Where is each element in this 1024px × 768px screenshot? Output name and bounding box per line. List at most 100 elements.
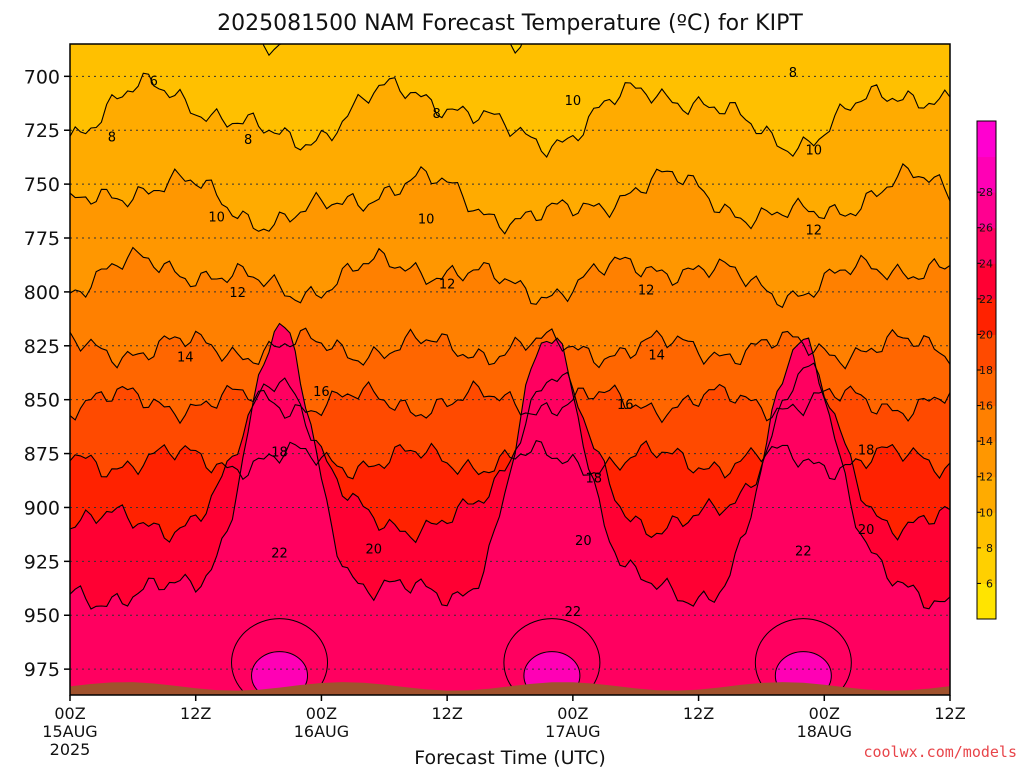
y-tick-label-750: 750 xyxy=(24,174,60,196)
x-tick-label-1: 12Z xyxy=(180,704,211,723)
colorbar-segment-7 xyxy=(977,334,996,371)
contour-label-4: 8 xyxy=(789,66,797,81)
x-tick-date-0: 15AUG xyxy=(42,722,97,741)
contour-label-5: 10 xyxy=(208,210,225,225)
x-tick-date-4: 17AUG xyxy=(545,722,600,741)
isotherm-labels: 6 8 8 8 8 10 10 10 10 12 12 12 12 14 14 16 16 18 18 18 20 20 2… xyxy=(108,66,875,620)
pressure-gridlines xyxy=(70,75,950,670)
contour-label-6: 10 xyxy=(418,213,435,228)
contour-label-21: 20 xyxy=(575,534,592,549)
x-tick-label-2: 00Z xyxy=(306,704,337,723)
colorbar-segment-4 xyxy=(977,441,996,478)
colorbar-label-24: 24 xyxy=(979,257,993,270)
temperature-band-8 xyxy=(70,323,950,609)
colorbar-segment-5 xyxy=(977,405,996,442)
contour-label-23: 22 xyxy=(271,547,288,562)
temperature-band-6 xyxy=(70,381,950,480)
y-tick-label-900: 900 xyxy=(24,497,60,519)
contour-label-11: 12 xyxy=(638,284,655,299)
colorbar-label-16: 16 xyxy=(979,400,993,413)
contour-label-10: 12 xyxy=(439,277,456,292)
contour-label-14: 14 xyxy=(648,348,665,363)
contour-label-24: 22 xyxy=(565,605,582,620)
colorbar-label-8: 8 xyxy=(986,542,993,555)
x-tick-label-5: 12Z xyxy=(683,704,714,723)
y-tick-label-850: 850 xyxy=(24,390,60,412)
colorbar-segment-1 xyxy=(977,547,996,584)
x-tick-label-3: 12Z xyxy=(431,704,462,723)
colorbar-segment-12 xyxy=(977,156,996,193)
contour-label-0: 6 xyxy=(150,75,158,90)
contour-label-7: 10 xyxy=(565,94,582,109)
contour-label-25: 22 xyxy=(795,545,812,560)
y-tick-label-875: 875 xyxy=(24,444,60,466)
contour-label-18: 18 xyxy=(586,471,603,486)
isotherm-20 xyxy=(70,362,950,544)
colorbar-segment-2 xyxy=(977,512,996,549)
temperature-band-3 xyxy=(70,163,950,308)
x-tick-label-6: 00Z xyxy=(809,704,840,723)
x-tick-label-7: 12Z xyxy=(934,704,965,723)
colorbar-label-10: 10 xyxy=(979,506,993,519)
y-tick-label-950: 950 xyxy=(24,605,60,627)
chart-title: 2025081500 NAM Forecast Temperature (ºC)… xyxy=(217,11,803,36)
colorbar-label-20: 20 xyxy=(979,328,993,341)
x-tick-date-2: 16AUG xyxy=(294,722,349,741)
contour-label-9: 12 xyxy=(229,286,246,301)
isotherm-contours xyxy=(70,44,950,610)
contour-label-22: 20 xyxy=(858,523,875,538)
contour-label-3: 8 xyxy=(433,107,441,122)
x-tick-label-0: 00Z xyxy=(54,704,85,723)
contour-label-16: 16 xyxy=(617,398,634,413)
isotherm-10 xyxy=(70,162,950,235)
colorbar-segment-10 xyxy=(977,227,996,264)
y-tick-label-800: 800 xyxy=(24,282,60,304)
y-axis: 700 725 750 775 800 825 850 875 900 925 950 975 xyxy=(24,66,70,681)
colorbar-segment-11 xyxy=(977,192,996,229)
x-tick-date-6: 18AUG xyxy=(797,722,852,741)
colorbar-label-12: 12 xyxy=(979,471,993,484)
plot-frame xyxy=(69,43,951,696)
x-axis-label: Forecast Time (UTC) xyxy=(414,747,605,768)
y-tick-label-700: 700 xyxy=(24,66,60,88)
plot-area: 6 8 8 8 8 10 10 10 10 12 12 12 12 14 14 16 16 18 18 18 20 20 2… xyxy=(70,44,950,695)
contour-label-2: 8 xyxy=(244,133,252,148)
y-tick-label-975: 975 xyxy=(24,659,60,681)
colorbar-segment-9 xyxy=(977,263,996,300)
ground-polygon xyxy=(70,682,950,695)
warm-core-inner-0 xyxy=(251,651,309,695)
colorbar-label-6: 6 xyxy=(986,577,993,590)
colorbar-segment-13 xyxy=(977,121,996,158)
y-tick-label-775: 775 xyxy=(24,228,60,250)
contour-label-17: 18 xyxy=(271,445,288,460)
isotherm-8 xyxy=(70,72,950,158)
colorbar-label-22: 22 xyxy=(979,293,993,306)
isotherm-18 xyxy=(70,439,950,481)
colorbar-label-28: 28 xyxy=(979,186,993,199)
colorbar: 6 8 10 12 14 16 18 20 22 24 26 28 xyxy=(976,120,997,620)
isotherm-22 xyxy=(70,322,950,610)
colorbar-segment-8 xyxy=(977,298,996,335)
credit-text: coolwx.com/models xyxy=(863,743,1017,761)
y-tick-label-725: 725 xyxy=(24,120,60,142)
contour-label-1: 8 xyxy=(108,131,116,146)
colorbar-segment-0 xyxy=(977,583,996,620)
colorbar-label-14: 14 xyxy=(979,435,993,448)
x-tick-year-0: 2025 xyxy=(50,740,91,759)
isotherm-12 xyxy=(70,246,950,309)
y-tick-label-825: 825 xyxy=(24,336,60,358)
colorbar-label-26: 26 xyxy=(979,222,993,235)
colorbar-label-18: 18 xyxy=(979,364,993,377)
colorbar-segment-3 xyxy=(977,476,996,513)
colorbar-segment-6 xyxy=(977,370,996,407)
isotherm-16 xyxy=(70,380,950,425)
contour-label-13: 14 xyxy=(177,351,194,366)
contour-label-20: 20 xyxy=(366,542,383,557)
ground-surface xyxy=(70,682,950,695)
contour-label-19: 18 xyxy=(858,443,875,458)
x-tick-label-4: 00Z xyxy=(557,704,588,723)
temperature-bands xyxy=(70,44,950,695)
isotherm-14 xyxy=(70,327,950,370)
temperature-band-2 xyxy=(70,73,950,234)
